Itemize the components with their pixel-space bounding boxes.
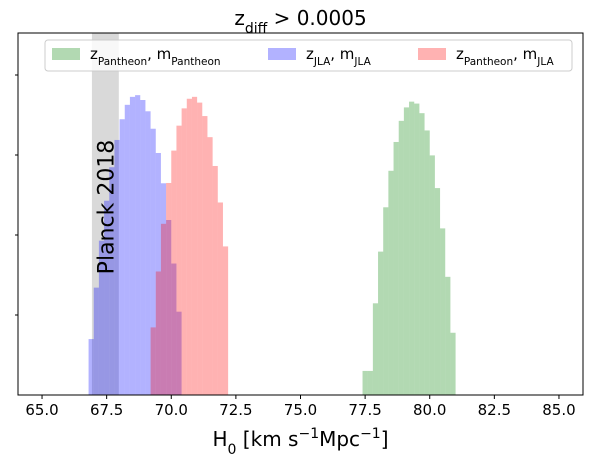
legend: zPantheon, mPantheon zJLA, mJLA zPantheon,…: [44, 39, 573, 72]
legend-label-part: Pantheon: [464, 56, 513, 68]
legend-label-part: z: [456, 45, 464, 63]
histogram-bar: [109, 167, 115, 395]
histogram-bar: [104, 200, 110, 395]
histogram-bar: [119, 119, 125, 395]
x-tick-label: 80.0: [413, 401, 446, 419]
reference-band: [91, 33, 119, 395]
x-axis-label-part: H: [212, 427, 227, 451]
histogram-bar: [191, 96, 198, 396]
histogram-bar: [93, 287, 99, 395]
histogram-bar: [197, 102, 203, 395]
histogram-bar: [434, 188, 441, 395]
histogram-bar: [181, 108, 187, 395]
histogram-bar: [362, 370, 368, 395]
x-tick-label: 77.5: [348, 401, 381, 419]
legend-label-part: z: [90, 45, 98, 63]
x-axis-label-part: [km s: [236, 427, 298, 451]
histogram-bar: [88, 339, 94, 395]
x-axis-label-part: Mpc: [319, 427, 360, 451]
legend-label: zPantheon, mJLA: [456, 45, 554, 68]
legend-swatch: [418, 48, 446, 60]
histogram-bar: [166, 182, 172, 395]
legend-swatch: [268, 48, 296, 60]
legend-frame: [44, 39, 573, 72]
histogram-bar: [372, 303, 379, 395]
x-tick-label: 75.0: [284, 401, 317, 419]
histogram-bar: [186, 98, 192, 396]
legend-label-part: JLA: [313, 56, 331, 68]
histogram-bar: [424, 130, 430, 395]
histogram-bar: [440, 228, 446, 395]
histogram-bar: [150, 128, 156, 395]
histogram-bar: [367, 370, 373, 395]
legend-label-part: Pantheon: [171, 56, 220, 68]
x-axis-label-part: −1: [360, 426, 381, 442]
histogram-bar: [155, 271, 161, 395]
legend-label-part: JLA: [353, 56, 371, 68]
legend-label-part: , m: [330, 45, 354, 63]
histogram-bar: [403, 107, 410, 395]
histogram-bar: [176, 311, 182, 395]
x-axis-label-part: −1: [298, 426, 319, 442]
x-tick-label: 67.5: [90, 401, 123, 419]
histogram-bar: [171, 150, 177, 395]
histogram-bar: [202, 116, 208, 395]
legend-label-part: JLA: [536, 56, 554, 68]
legend-label: zPantheon, mPantheon: [90, 45, 221, 68]
x-axis-label: H0 [km s−1Mpc−1]: [212, 426, 388, 458]
histogram-bar: [398, 120, 404, 395]
histogram-bar: [409, 101, 415, 396]
chart-title-part: z: [234, 6, 245, 30]
histogram-bar: [207, 137, 213, 396]
x-tick-label: 65.0: [25, 401, 58, 419]
legend-swatch: [52, 48, 80, 60]
histogram-bar: [150, 327, 156, 395]
x-tick-label: 72.5: [219, 401, 252, 419]
x-tick-label: 85.0: [542, 401, 575, 419]
histogram-bar: [171, 263, 177, 395]
histogram-bar: [140, 100, 146, 395]
histogram-bar: [98, 240, 105, 395]
histogram-bar: [414, 103, 420, 396]
histogram-bar: [160, 183, 167, 395]
histogram-bar: [155, 152, 161, 395]
x-axis-label-part: ]: [381, 427, 389, 451]
histogram-bar: [445, 276, 451, 395]
chart-title-part: > 0.0005: [267, 6, 366, 30]
histogram-bar: [222, 246, 229, 395]
histogram-bar: [378, 251, 384, 395]
x-axis-label-part: 0: [228, 442, 237, 458]
legend-label-part: z: [306, 45, 314, 63]
legend-label: zJLA, mJLA: [306, 45, 372, 68]
histogram-bar: [135, 95, 141, 396]
histogram-bar: [166, 220, 172, 395]
histogram-bar: [212, 165, 218, 395]
x-tick-label: 70.0: [155, 401, 188, 419]
x-tick-label: 82.5: [478, 401, 511, 419]
legend-label-part: Pantheon: [98, 56, 147, 68]
band-label: Planck 2018: [94, 140, 119, 275]
histogram-bar: [145, 111, 151, 396]
histogram-bar: [383, 207, 389, 395]
histogram-bar: [393, 141, 399, 395]
histogram-bar: [388, 170, 394, 395]
histogram-bar: [160, 223, 167, 395]
chart-title-part: diff: [245, 21, 268, 37]
histogram-bar: [217, 202, 223, 395]
histogram-bar: [114, 139, 120, 395]
histogram-bar: [124, 104, 130, 396]
legend-label-part: , m: [513, 45, 537, 63]
histogram-bar: [429, 155, 435, 395]
histogram-bar: [419, 113, 425, 396]
histogram-bar: [450, 332, 456, 395]
legend-label-part: , m: [147, 45, 171, 63]
histogram-bar: [176, 125, 182, 395]
histogram-bar: [129, 96, 136, 395]
